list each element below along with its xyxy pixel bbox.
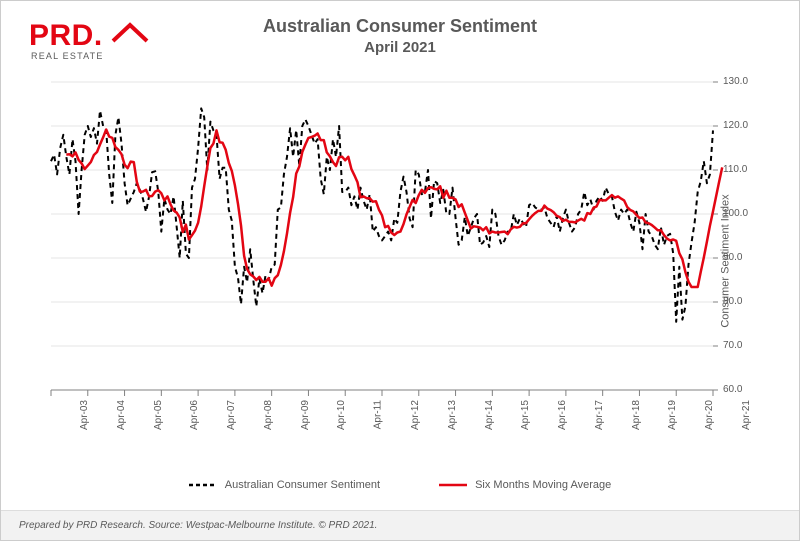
x-tick-label: Apr-08: [263, 400, 274, 430]
x-tick-label: Apr-12: [410, 400, 421, 430]
x-tick-label: Apr-15: [520, 400, 531, 430]
x-tick-label: Apr-13: [447, 400, 458, 430]
chart-area: Consumer Sentiment Index Apr-03Apr-04Apr…: [31, 76, 771, 446]
legend-swatch-solid: [439, 479, 467, 491]
legend-label-2: Six Months Moving Average: [475, 479, 611, 491]
legend: Australian Consumer Sentiment Six Months…: [1, 479, 799, 494]
y-tick-label: 80.0: [723, 296, 742, 307]
x-tick-label: Apr-14: [484, 400, 495, 430]
x-tick-label: Apr-05: [153, 400, 164, 430]
legend-swatch-dashed: [189, 479, 217, 491]
x-tick-label: Apr-17: [594, 400, 605, 430]
x-tick-label: Apr-16: [557, 400, 568, 430]
x-tick-label: Apr-20: [704, 400, 715, 430]
x-tick-label: Apr-11: [373, 400, 384, 429]
house-roof-icon: [111, 21, 149, 48]
x-tick-label: Apr-18: [631, 400, 642, 430]
x-tick-label: Apr-19: [667, 400, 678, 430]
y-tick-label: 90.0: [723, 252, 742, 263]
legend-item-sentiment: Australian Consumer Sentiment: [189, 479, 380, 491]
y-tick-label: 100.0: [723, 208, 748, 219]
plot-svg: [31, 76, 771, 446]
y-tick-label: 120.0: [723, 120, 748, 131]
prd-logo: PRD. REAL ESTATE: [29, 19, 149, 61]
x-tick-label: Apr-06: [189, 400, 200, 430]
logo-main-text: PRD: [29, 19, 94, 53]
chart-container: PRD. REAL ESTATE Australian Consumer Sen…: [0, 0, 800, 541]
y-tick-label: 60.0: [723, 384, 742, 395]
y-tick-label: 130.0: [723, 76, 748, 87]
footer-text: Prepared by PRD Research. Source: Westpa…: [19, 520, 377, 531]
logo-dot: .: [94, 19, 103, 53]
x-tick-label: Apr-07: [226, 400, 237, 430]
x-tick-label: Apr-21: [741, 400, 752, 430]
y-tick-label: 70.0: [723, 340, 742, 351]
x-tick-label: Apr-10: [336, 400, 347, 430]
x-tick-label: Apr-03: [79, 400, 90, 430]
legend-label-1: Australian Consumer Sentiment: [225, 479, 380, 491]
y-tick-label: 110.0: [723, 164, 747, 175]
footer-bar: Prepared by PRD Research. Source: Westpa…: [1, 510, 799, 540]
legend-item-ma: Six Months Moving Average: [439, 479, 611, 491]
x-tick-label: Apr-09: [300, 400, 311, 430]
x-tick-label: Apr-04: [116, 400, 127, 430]
